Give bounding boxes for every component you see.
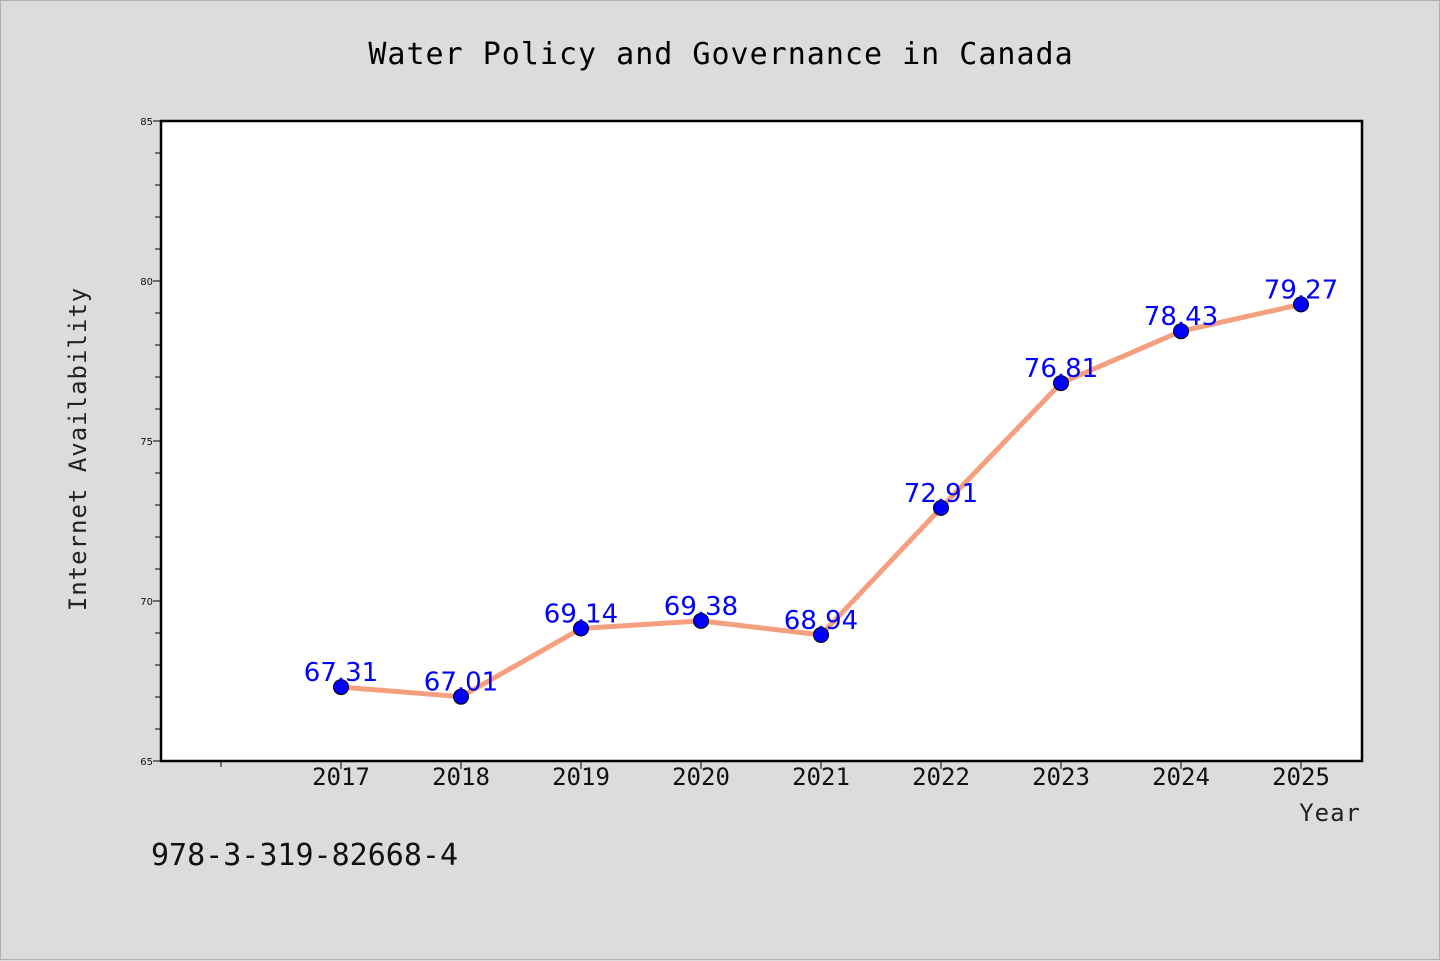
y-axis-label: Internet Availability (64, 287, 92, 611)
y-tick-label: 70 (140, 597, 153, 608)
data-point (1173, 323, 1189, 340)
data-point (933, 499, 949, 516)
data-label: 69.14 (544, 600, 618, 630)
data-label: 72.91 (904, 479, 978, 509)
data-label: 68.94 (784, 606, 858, 636)
plot-area (159, 119, 1364, 763)
x-tick-label: 2022 (912, 763, 970, 791)
x-tick-label: 2017 (312, 763, 370, 791)
x-axis-label: Year (1299, 799, 1361, 827)
data-label: 78.43 (1144, 302, 1218, 332)
footer-code: 978-3-319-82668-4 (151, 838, 458, 873)
data-label: 67.01 (424, 668, 498, 698)
x-tick-label: 2024 (1152, 763, 1210, 791)
y-tick-label: 80 (140, 277, 153, 288)
data-label: 79.27 (1264, 275, 1338, 305)
x-axis: 2017 2018 2019 2020 2021 2022 2023 2024 2025 (220, 761, 1330, 791)
data-label: 67.31 (304, 658, 378, 688)
data-point (573, 620, 589, 637)
data-point (453, 688, 469, 705)
data-label: 76.81 (1024, 354, 1098, 384)
chart-title: Water Policy and Governance in Canada (368, 37, 1073, 72)
data-label: 69.38 (664, 592, 738, 622)
data-point (1053, 375, 1069, 392)
y-tick-label: 65 (140, 757, 153, 768)
x-tick-label: 2019 (552, 763, 610, 791)
x-tick-label: 2023 (1032, 763, 1090, 791)
series-group: 67.31 67.01 69.14 69.38 68.94 72.91 76.81 78.43… (304, 275, 1338, 705)
data-point (813, 626, 829, 643)
data-point (1293, 296, 1309, 313)
x-tick-label: 2021 (792, 763, 850, 791)
x-tick-label: 2020 (672, 763, 730, 791)
data-point (693, 612, 709, 629)
y-tick-label: 75 (140, 437, 153, 448)
y-axis: 65 70 75 80 85 (140, 117, 161, 768)
x-tick-label: 2018 (432, 763, 490, 791)
y-tick-label: 85 (140, 117, 153, 128)
data-point (333, 679, 349, 696)
x-tick-label: 2025 (1272, 763, 1330, 791)
